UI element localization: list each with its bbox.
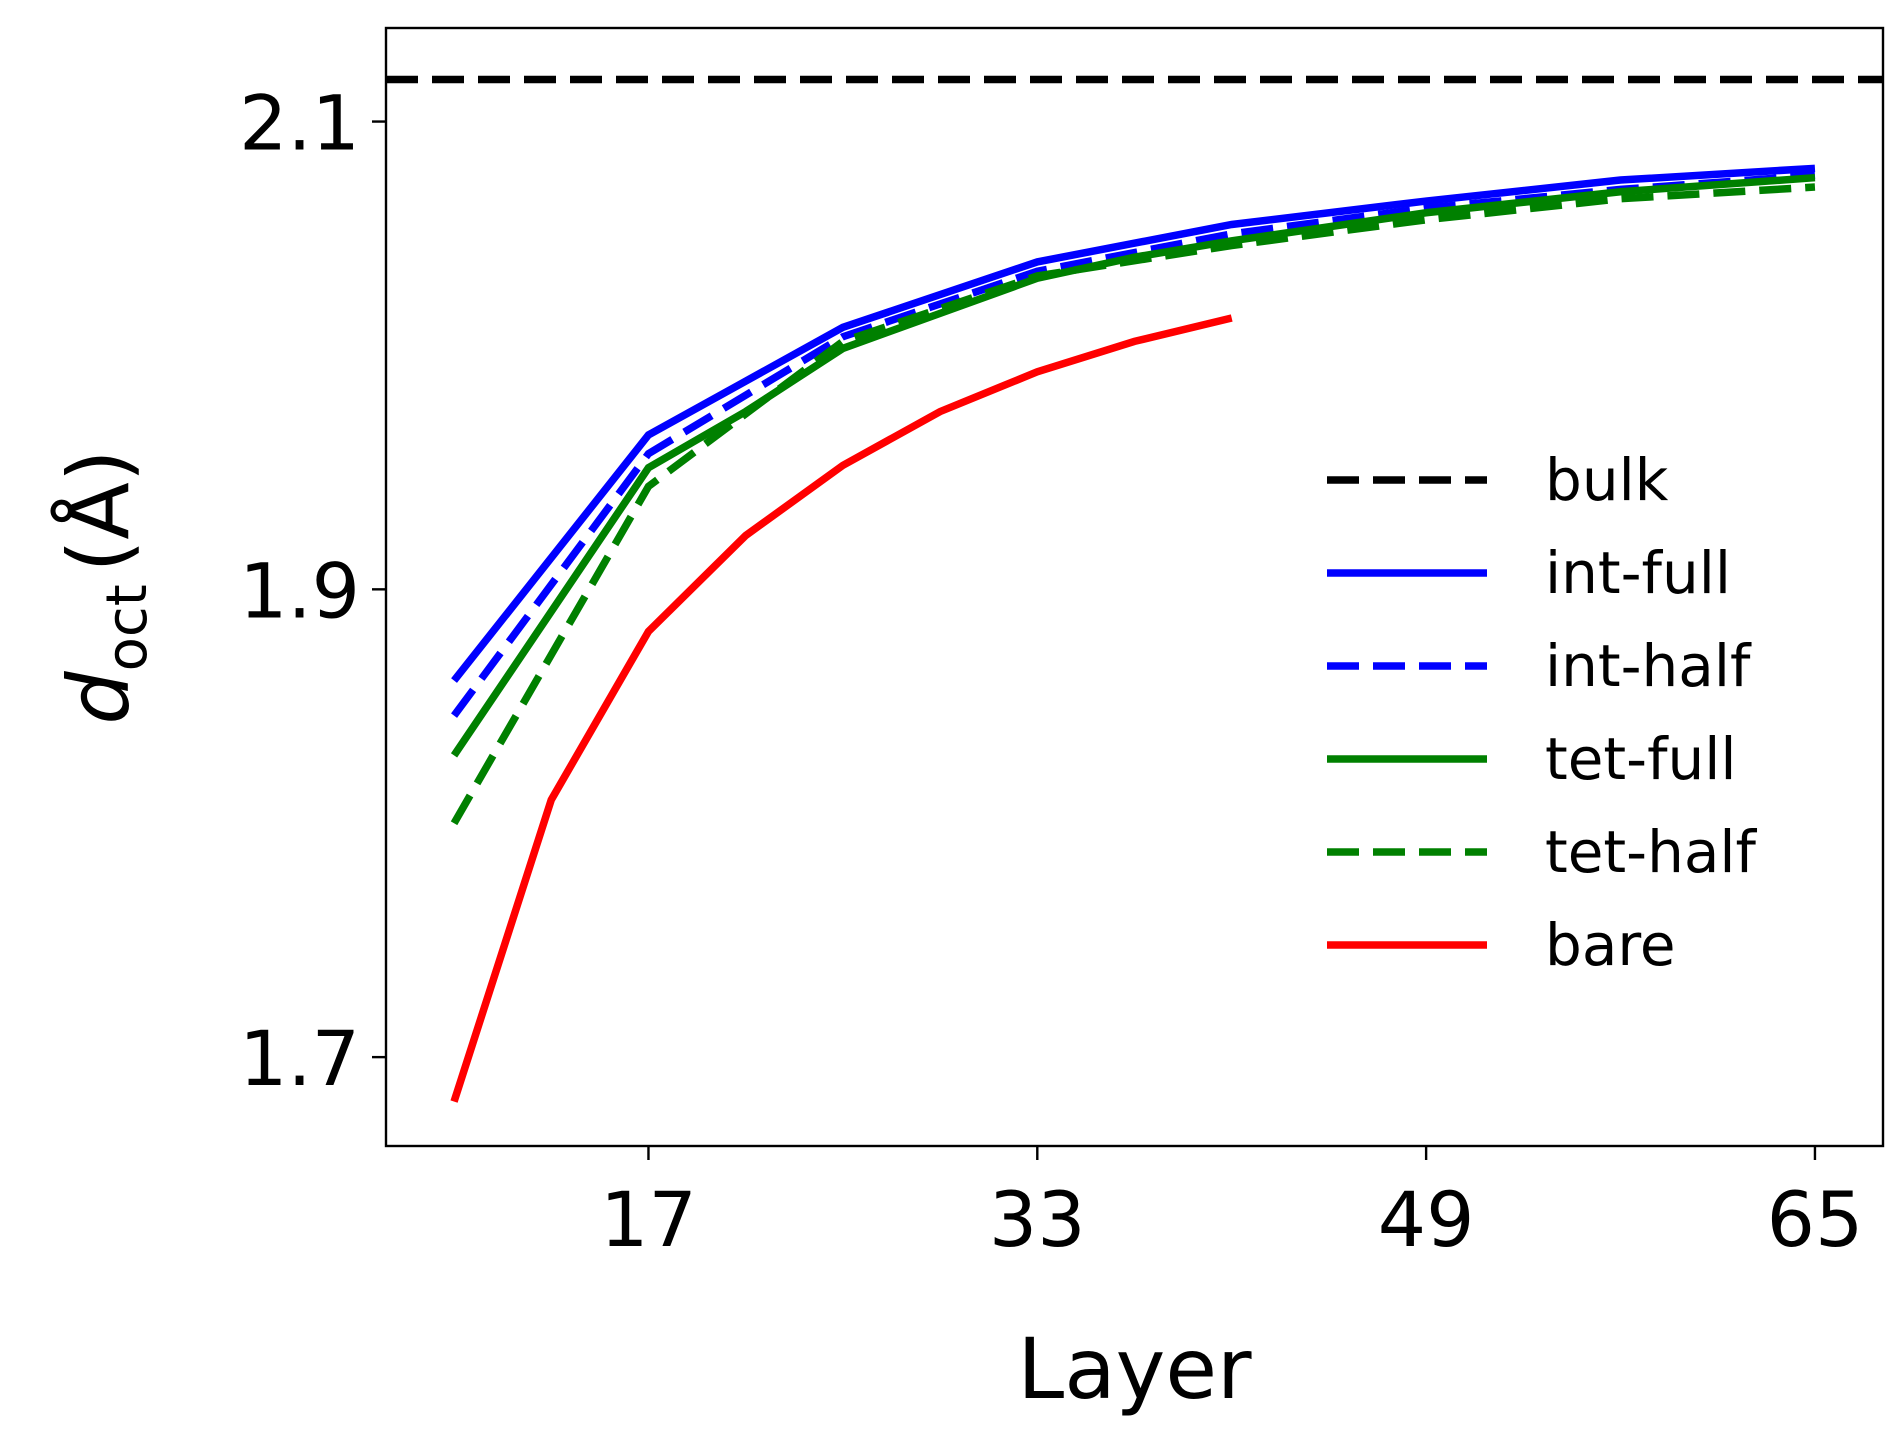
y-tick-label: 2.1 xyxy=(239,79,360,168)
x-tick-label: 33 xyxy=(989,1175,1086,1264)
plot-data xyxy=(386,75,1883,1103)
x-tick-label: 17 xyxy=(600,1175,697,1264)
legend-label-tet-half: tet-half xyxy=(1545,818,1758,886)
legend-label-bare: bare xyxy=(1545,911,1676,979)
y-axis-symbol: d xyxy=(50,671,148,725)
y-tick-label: 1.7 xyxy=(239,1014,360,1103)
legend-label-int-half: int-half xyxy=(1545,632,1752,700)
series-line-bare xyxy=(450,314,1233,1103)
x-axis-title: Layer xyxy=(1017,1320,1252,1418)
series-line-tet-half xyxy=(450,183,1816,826)
legend: bulk int-full int-half tet-full tet-half bare xyxy=(1327,446,1758,979)
x-tick-label: 65 xyxy=(1767,1175,1864,1264)
y-axis-unit: (Å) xyxy=(49,449,148,572)
legend-label-bulk: bulk xyxy=(1545,446,1669,514)
x-tick-label: 49 xyxy=(1378,1175,1475,1264)
legend-label-tet-full: tet-full xyxy=(1545,725,1737,793)
plot-frame xyxy=(384,26,1885,1148)
legend-label-int-full: int-full xyxy=(1545,539,1731,607)
y-axis-subscript: oct xyxy=(95,584,160,671)
y-axis: 1.7 1.9 2.1 xyxy=(239,79,386,1103)
x-axis: 17 33 49 65 xyxy=(600,1146,1863,1264)
series-line-int-full xyxy=(451,164,1816,683)
y-axis-title: doct (Å) xyxy=(49,449,160,724)
y-tick-label: 1.9 xyxy=(239,546,360,635)
